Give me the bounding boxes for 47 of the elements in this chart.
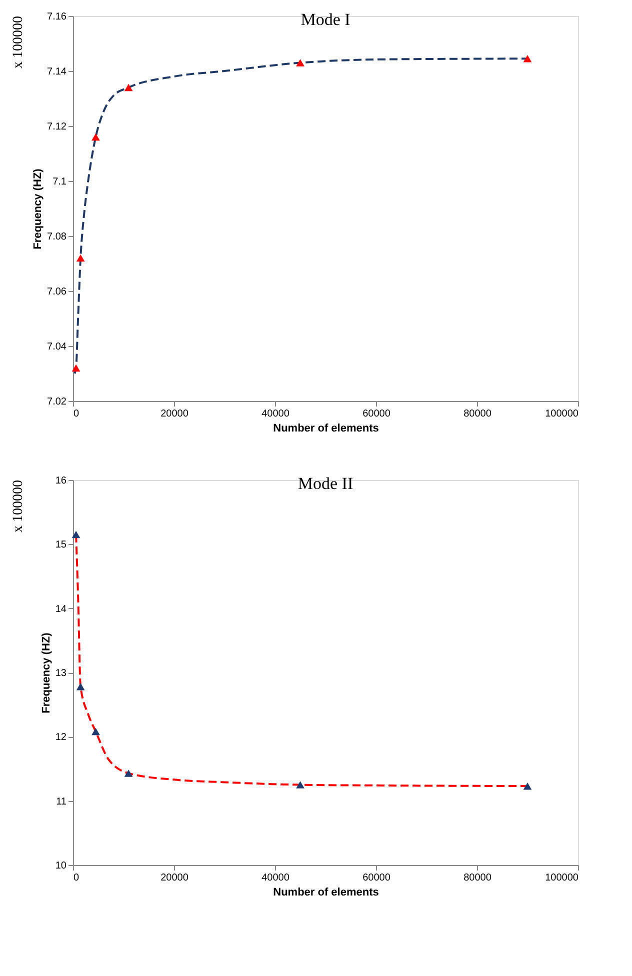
x-tick-label: 80000	[464, 408, 492, 420]
y-tick-label: 7.02	[47, 396, 67, 408]
chart-title: Mode I	[300, 10, 351, 29]
y-tick-label: 7.16	[47, 12, 67, 22]
y-tick-label: 7.1	[52, 176, 67, 188]
point	[76, 682, 85, 690]
x-tick-label: 40000	[262, 872, 290, 884]
x-tick-label: 60000	[362, 872, 391, 884]
point	[523, 55, 532, 62]
point	[92, 133, 100, 141]
y-axis-title: Frequency (HZ)	[32, 168, 44, 250]
y-tick-label: 15	[55, 540, 67, 551]
y-tick-label: 13	[55, 668, 67, 679]
point	[124, 84, 133, 92]
y-tick-label: 7.04	[47, 342, 67, 352]
point	[124, 770, 133, 777]
x-tick-label: 60000	[362, 408, 391, 420]
point	[296, 781, 304, 788]
y-axis-title: Frequency (HZ)	[40, 632, 52, 714]
x-tick-label: 0	[74, 872, 80, 884]
point	[296, 59, 304, 66]
x-tick-label: 20000	[160, 872, 189, 884]
point	[76, 254, 85, 262]
x-axis-title: Number of elements	[273, 422, 379, 434]
point	[92, 728, 100, 736]
y-tick-label: 12	[55, 732, 67, 744]
x-tick-label: 100000	[545, 408, 579, 420]
text: x 100000	[11, 480, 26, 532]
y-tick-label: 11	[56, 796, 67, 808]
y-tick-label: 10	[55, 860, 67, 872]
point	[523, 782, 532, 790]
y-tick-label: 7.08	[47, 232, 67, 242]
y-tick-label: 16	[55, 476, 67, 486]
x-tick-label: 80000	[464, 872, 492, 884]
y-tick-label: 7.12	[47, 122, 67, 132]
y-tick-label: 14	[55, 604, 67, 615]
x-tick-label: 40000	[262, 408, 290, 420]
x-axis-title: Number of elements	[273, 886, 379, 898]
y-tick-label: 7.14	[47, 66, 67, 78]
x-tick-label: 100000	[545, 872, 579, 884]
point	[72, 530, 80, 538]
y-tick-label: 7.06	[47, 286, 67, 298]
point	[72, 364, 80, 372]
x-tick-label: 0	[74, 408, 80, 420]
chart-title: Mode II	[298, 474, 354, 493]
text: x 100000	[11, 16, 26, 68]
x-tick-label: 20000	[160, 408, 189, 420]
